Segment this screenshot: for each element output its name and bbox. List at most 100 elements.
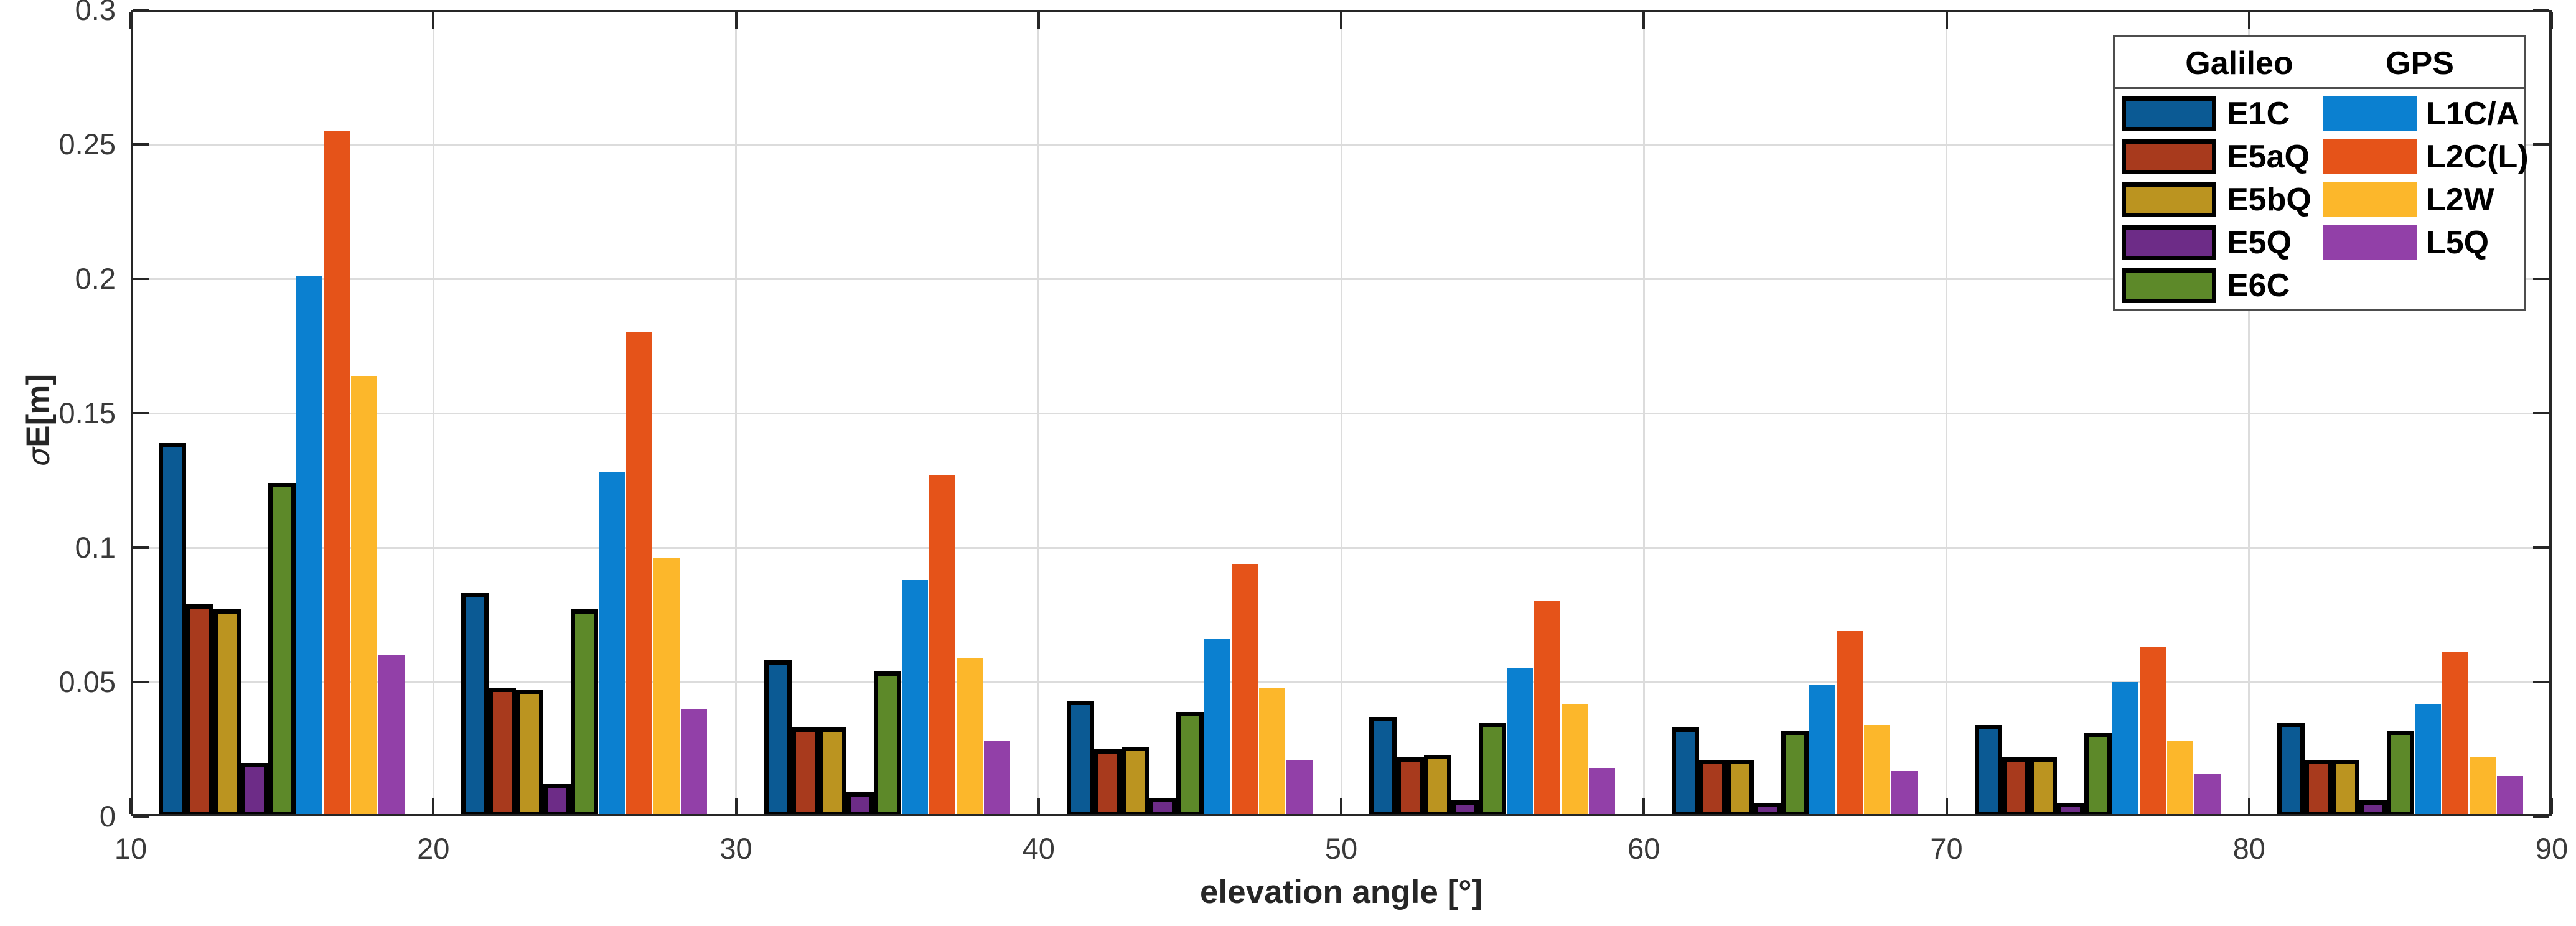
bar-e6c-85 <box>2386 730 2414 816</box>
bar-l5q-25 <box>681 709 708 816</box>
y-axis-label: σE[m] <box>19 296 59 545</box>
legend-label-l2w: L2W <box>2426 182 2494 218</box>
gridline-v-40 <box>1037 10 1040 816</box>
y-tick-label-0.2: 0.2 <box>75 262 116 295</box>
x-tick-label-90: 90 <box>2535 832 2569 865</box>
bar-l2cl-65 <box>1837 630 1863 816</box>
bar-e1c-75 <box>1974 725 2002 816</box>
x-tick-top-70 <box>1945 12 1948 29</box>
x-tick-bottom-70 <box>1945 798 1948 814</box>
x-tick-label-70: 70 <box>1930 832 1963 865</box>
bar-l2cl-55 <box>1534 601 1561 816</box>
legend-label-e5aq: E5aQ <box>2227 139 2310 175</box>
bar-l2w-85 <box>2469 757 2496 816</box>
bar-l2w-15 <box>351 375 378 816</box>
bar-e5bq-85 <box>2331 760 2359 816</box>
y-tick-left-0.3 <box>133 9 149 11</box>
legend-swatch-l2cl <box>2323 139 2417 174</box>
bar-e6c-25 <box>571 609 599 816</box>
x-tick-bottom-50 <box>1340 798 1342 814</box>
x-axis-label: elevation angle [°] <box>1199 874 1483 910</box>
bar-l2w-75 <box>2166 741 2193 816</box>
y-axis-label-sigma: σ <box>22 447 57 467</box>
x-tick-bottom-60 <box>1642 798 1646 814</box>
y-tick-label-0.1: 0.1 <box>75 531 116 564</box>
bar-e1c-35 <box>764 660 792 816</box>
bar-l2w-65 <box>1864 725 1891 816</box>
y-tick-right-0.3 <box>2533 9 2549 11</box>
bar-e1c-55 <box>1369 717 1397 816</box>
legend-swatch-e6c <box>2122 268 2216 303</box>
gridline-v-60 <box>1642 10 1645 816</box>
bar-l1ca-55 <box>1507 668 1534 816</box>
y-tick-left-0.2 <box>133 278 149 280</box>
legend-header-galileo: Galileo <box>2185 45 2293 82</box>
legend-swatch-e5aq <box>2122 139 2216 174</box>
y-tick-label-0.05: 0.05 <box>59 665 116 698</box>
gridline-v-70 <box>1946 10 1947 816</box>
bar-e6c-65 <box>1781 730 1809 816</box>
bar-e1c-15 <box>159 442 187 816</box>
legend-label-e6c: E6C <box>2227 268 2290 304</box>
y-tick-label-0.3: 0.3 <box>75 0 116 26</box>
bar-l5q-35 <box>983 741 1010 816</box>
legend-swatch-l1ca <box>2323 96 2417 131</box>
x-tick-top-10 <box>129 12 132 29</box>
bar-e5aq-75 <box>2002 757 2030 816</box>
bar-e5q-65 <box>1754 803 1782 816</box>
legend-swatch-e5q <box>2122 225 2216 260</box>
bar-e5q-45 <box>1148 797 1176 816</box>
y-tick-right-0.25 <box>2533 143 2549 146</box>
legend-label-l5q: L5Q <box>2426 225 2489 261</box>
y-tick-label-0: 0 <box>99 800 116 833</box>
x-tick-top-80 <box>2247 12 2250 29</box>
legend-label-l2cl: L2C(L) <box>2426 139 2529 175</box>
x-tick-bottom-90 <box>2550 798 2553 814</box>
y-tick-right-0.2 <box>2533 278 2549 280</box>
x-tick-top-90 <box>2550 12 2553 29</box>
legend-label-e5q: E5Q <box>2227 225 2292 261</box>
bar-e6c-75 <box>2084 733 2112 816</box>
legend-label-e5bq: E5bQ <box>2227 182 2311 218</box>
legend-header-gps: GPS <box>2386 45 2454 82</box>
bar-l5q-65 <box>1891 770 1918 816</box>
y-tick-left-0.1 <box>133 546 149 549</box>
bar-e6c-35 <box>873 671 901 816</box>
bar-e5bq-25 <box>516 690 544 816</box>
gridline-v-80 <box>2248 10 2250 816</box>
bar-l2cl-45 <box>1231 563 1258 816</box>
legend-label-l1ca: L1C/A <box>2426 96 2520 132</box>
legend-swatch-e1c <box>2122 96 2216 131</box>
x-tick-bottom-40 <box>1037 798 1040 814</box>
legend-divider <box>2115 87 2524 89</box>
y-tick-label-0.25: 0.25 <box>59 128 116 161</box>
bar-e1c-65 <box>1672 727 1700 816</box>
x-tick-label-80: 80 <box>2232 832 2265 865</box>
gridline-v-20 <box>432 10 434 816</box>
bar-l2cl-15 <box>324 131 350 816</box>
bar-l5q-55 <box>1589 768 1616 816</box>
bar-l5q-85 <box>2496 776 2523 816</box>
bar-l2w-35 <box>956 658 983 816</box>
bar-e5q-75 <box>2056 803 2084 816</box>
x-tick-bottom-80 <box>2247 798 2250 814</box>
bar-l2w-45 <box>1258 687 1285 816</box>
bar-e1c-85 <box>2277 722 2305 816</box>
y-tick-left-0 <box>133 815 149 818</box>
x-tick-top-50 <box>1340 12 1342 29</box>
y-tick-right-0.05 <box>2533 681 2549 683</box>
bar-l2cl-75 <box>2139 647 2166 816</box>
gridline-v-30 <box>735 10 737 816</box>
x-tick-label-60: 60 <box>1628 832 1660 865</box>
legend-swatch-e5bq <box>2122 182 2216 217</box>
bar-l5q-75 <box>2194 773 2221 816</box>
bar-e5bq-35 <box>818 727 846 816</box>
bar-e5bq-55 <box>1424 754 1452 816</box>
bar-l5q-45 <box>1286 760 1313 816</box>
bar-l1ca-75 <box>2112 682 2138 816</box>
y-axis-label-unit: E[m] <box>20 373 57 447</box>
legend-swatch-l2w <box>2323 182 2417 217</box>
bar-e5bq-15 <box>213 609 241 816</box>
x-tick-label-20: 20 <box>417 832 450 865</box>
